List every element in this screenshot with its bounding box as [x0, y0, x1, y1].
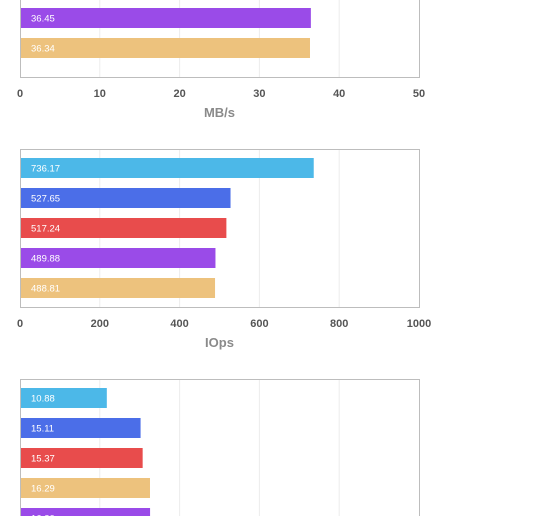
bar-value-label: 736.17 [31, 164, 60, 175]
x-tick-label: 800 [330, 318, 348, 330]
bar-value-label: 15.37 [31, 454, 55, 465]
x-axis-title: IOps [205, 335, 234, 350]
x-tick-label: 50 [413, 88, 425, 100]
x-tick-label: 0 [17, 318, 23, 330]
bar [21, 38, 310, 58]
bar-value-label: 16.29 [31, 484, 55, 495]
bar-value-label: 16.30 [31, 514, 55, 516]
bar-value-label: 488.81 [31, 284, 60, 295]
bar [21, 448, 143, 468]
bar-value-label: 517.24 [31, 224, 60, 235]
bar [21, 8, 311, 28]
bar [21, 278, 216, 298]
bar [21, 248, 216, 268]
bar [21, 388, 107, 408]
plot-frame [20, 0, 420, 78]
bar-value-label: 36.34 [31, 44, 55, 55]
bar-value-label: 15.11 [31, 424, 54, 435]
x-tick-label: 1000 [407, 318, 431, 330]
x-tick-label: 40 [333, 88, 345, 100]
bar-value-label: 489.88 [31, 254, 60, 265]
x-tick-label: 600 [250, 318, 268, 330]
x-tick-label: 0 [17, 88, 23, 100]
bar [21, 218, 227, 238]
bar [21, 508, 151, 516]
x-tick-label: 30 [253, 88, 265, 100]
x-tick-label: 400 [170, 318, 188, 330]
x-tick-label: 200 [91, 318, 109, 330]
bar [21, 418, 141, 438]
chart-3: 10.88 15.11 15.37 16.29 16.30 [20, 379, 420, 516]
bar-value-label: 10.88 [31, 394, 55, 405]
plot-frame [20, 379, 420, 516]
plot-frame [20, 149, 420, 308]
bar [21, 188, 231, 208]
x-tick-label: 10 [94, 88, 106, 100]
chart-2: 736.17 527.65 517.24 489.88 488.81 0 200 400 600… [17, 149, 431, 350]
x-tick-label: 20 [173, 88, 185, 100]
bar [21, 478, 150, 498]
bar [21, 158, 314, 178]
bar-value-label: 36.45 [31, 14, 55, 25]
x-axis-title: MB/s [204, 105, 235, 120]
bar-value-label: 527.65 [31, 194, 60, 205]
